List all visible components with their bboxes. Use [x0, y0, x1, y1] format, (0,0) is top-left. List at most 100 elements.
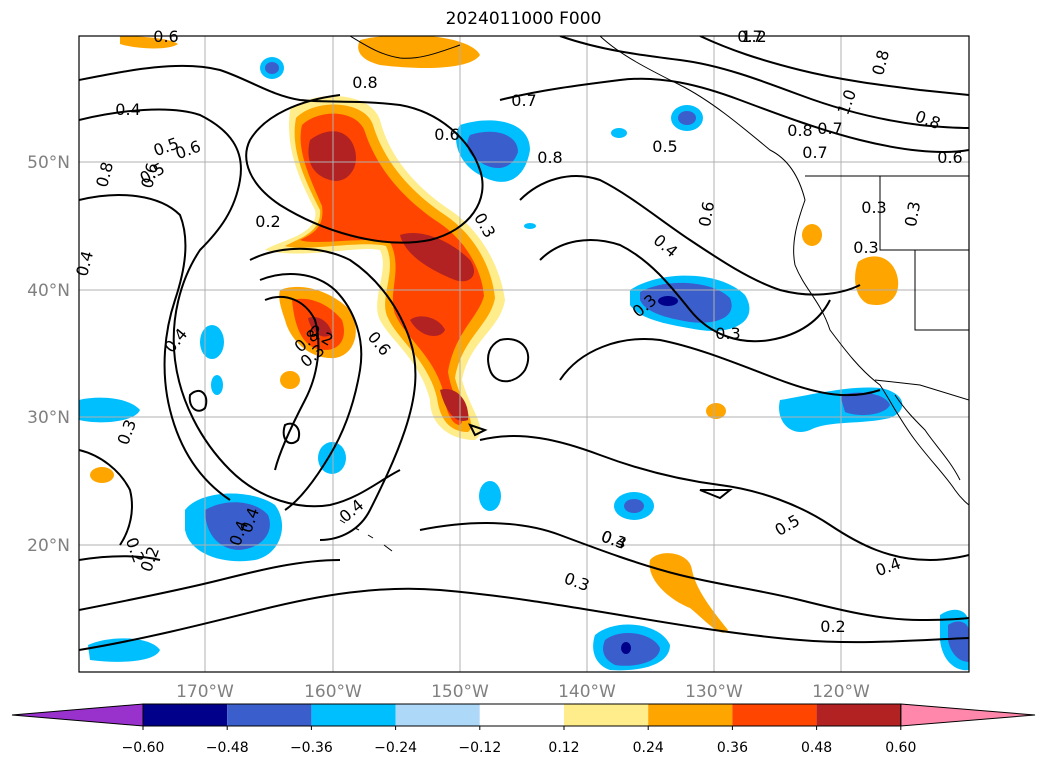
cool-anomaly-region — [205, 502, 270, 550]
warm-anomaly-region — [308, 316, 332, 337]
contour-line — [519, 175, 861, 296]
colorbar-swatch — [311, 704, 396, 726]
warm-anomaly-region — [440, 389, 469, 421]
contour-line — [264, 295, 320, 471]
latitude-label: 50°N — [27, 153, 70, 173]
contour-line — [479, 435, 969, 562]
longitude-label: 130°W — [685, 682, 743, 702]
cool-anomaly-region — [479, 481, 501, 511]
cool-anomaly-region — [318, 442, 346, 474]
colorbar-tick-label: 0.24 — [633, 740, 664, 756]
contour-label: 0.8 — [352, 73, 377, 92]
contour-label: 0.6 — [937, 148, 962, 167]
longitude-label: 170°W — [176, 682, 234, 702]
contour-label: 0.4 — [650, 230, 682, 261]
latitude-label: 40°N — [27, 281, 70, 301]
contour-label: 0.3 — [861, 198, 886, 217]
contour-line — [468, 423, 488, 437]
warm-anomaly-region — [280, 371, 300, 389]
contour-label: 0.3 — [114, 417, 141, 447]
contour-line — [249, 247, 417, 541]
contour-line — [487, 338, 530, 383]
contour-label: 0.8 — [537, 148, 562, 167]
latitude-labels: 50°N 40°N 30°N 20°N — [27, 153, 70, 556]
contour-label: 0.8 — [92, 160, 117, 190]
colorbar-swatch — [816, 704, 901, 726]
contour-line — [259, 273, 363, 511]
contour-line — [79, 555, 161, 561]
colorbar: −0.60 −0.48 −0.36 −0.24 −0.12 0.12 0.24 0.36 0.4… — [11, 703, 1036, 756]
longitude-label: 160°W — [304, 682, 362, 702]
contour-line — [188, 389, 208, 412]
cool-anomaly-region — [611, 128, 627, 138]
colorbar-swatch — [143, 704, 228, 726]
filled-anomaly-layer — [79, 36, 969, 671]
colorbar-tick-label: −0.24 — [374, 740, 417, 756]
warm-anomaly-region — [400, 232, 475, 282]
cool-anomaly-region — [524, 223, 536, 229]
map-frame — [78, 35, 970, 673]
warm-anomaly-region — [855, 256, 899, 305]
alaska-coast — [349, 36, 461, 59]
cool-anomaly-region — [624, 499, 644, 513]
colorbar-tick-label: 0.48 — [801, 740, 832, 756]
contour-label: 0.4 — [115, 100, 140, 119]
cool-anomaly-region — [79, 397, 140, 423]
contour-label: 0.3 — [562, 569, 592, 596]
contour-label: 0.8 — [787, 121, 812, 140]
warm-anomaly-region — [90, 467, 114, 483]
colorbar-swatch — [479, 704, 564, 726]
colorbar-tick-label: −0.60 — [122, 740, 165, 756]
contour-label: 0.3 — [715, 324, 740, 343]
colorbar-tick-label: −0.12 — [458, 740, 501, 756]
colorbar-tick-label: 0.60 — [885, 740, 916, 756]
contour-label: 0.6 — [695, 200, 718, 228]
map-title: 2024011000 F000 — [445, 9, 602, 29]
contour-label: 0.7 — [802, 143, 827, 162]
contour-line — [559, 338, 881, 397]
coastlines — [339, 36, 969, 552]
colorbar-swatch — [564, 704, 649, 726]
contour-label: 0.6 — [434, 125, 459, 144]
latitude-label: 20°N — [27, 536, 70, 556]
colorbar-swatch — [648, 704, 733, 726]
warm-anomaly-region — [706, 403, 726, 419]
colorbar-swatch — [732, 704, 817, 726]
colorbar-tick-label: −0.48 — [206, 740, 249, 756]
contour-label: 0.3 — [853, 238, 878, 257]
contour-line — [79, 449, 133, 546]
cool-anomaly-region — [200, 325, 224, 359]
us-state-border — [914, 250, 969, 331]
contour-line — [282, 422, 301, 445]
us-state-border — [879, 176, 969, 251]
graticule — [79, 36, 969, 672]
contour-label: 0.2 — [820, 617, 845, 636]
us-mexico-border — [874, 379, 969, 401]
contour-line — [79, 194, 231, 501]
contour-label: 0.6 — [173, 137, 203, 164]
contour-label: 0.2 — [255, 212, 280, 231]
contour-line — [699, 489, 733, 500]
contour-label: 0.5 — [771, 511, 803, 540]
longitude-labels: 170°W 160°W 150°W 140°W 130°W 120°W — [176, 682, 870, 702]
contour-line — [79, 587, 969, 651]
cool-anomaly-region — [467, 131, 518, 168]
longitude-label: 140°W — [558, 682, 616, 702]
contour-line — [419, 522, 969, 622]
contour-line — [559, 36, 969, 129]
warm-anomaly-region — [358, 36, 480, 68]
baja-peninsula — [894, 394, 961, 481]
contour-label: 0.6 — [137, 161, 162, 191]
contour-label: 0.8 — [868, 48, 893, 78]
warm-anomaly-region — [802, 224, 822, 246]
colorbar-extend-max — [900, 703, 1036, 727]
contour-line — [79, 559, 341, 611]
colorbar-swatch — [227, 704, 312, 726]
cool-anomaly-region — [211, 375, 223, 395]
contour-line — [699, 36, 969, 96]
cool-anomaly-region — [603, 633, 660, 666]
hawaii-islands — [339, 519, 393, 552]
cool-anomaly-region — [948, 621, 969, 662]
north-america-coast — [599, 36, 969, 506]
